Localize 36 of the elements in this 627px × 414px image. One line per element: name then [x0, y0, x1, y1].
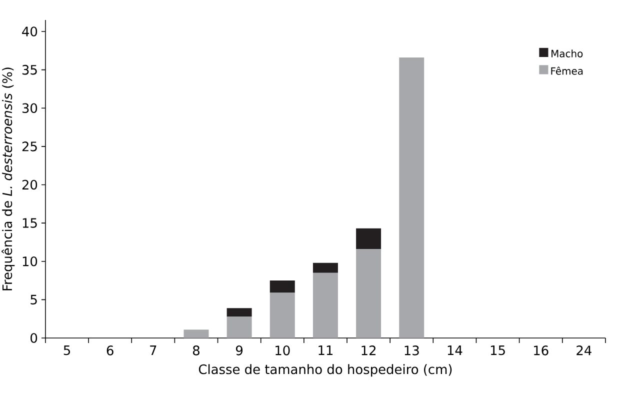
bar	[270, 292, 295, 338]
bar	[184, 330, 209, 338]
bar	[226, 316, 252, 338]
y-tick-label: 15	[22, 218, 37, 228]
y-tick-label: 0	[30, 333, 38, 343]
y-tick-label: 40	[22, 26, 38, 36]
bar	[356, 249, 382, 338]
y-tick-label: 25	[22, 142, 37, 152]
y-tick-label: 10	[22, 256, 38, 266]
x-tick-label: 7	[150, 346, 156, 355]
x-tick-label: 16	[534, 346, 548, 356]
y-axis-title: Frequência de L. desterroensis (%)	[2, 68, 15, 290]
y-tick-label: 20	[22, 180, 38, 190]
x-tick-label: 12	[362, 346, 376, 356]
legend-label: Fêmea	[551, 66, 583, 75]
bar	[312, 272, 338, 338]
x-tick-label: 15	[490, 346, 505, 356]
bar	[226, 308, 252, 317]
x-tick-label: 5	[64, 346, 70, 356]
bar	[356, 228, 382, 250]
bar	[270, 280, 295, 293]
x-tick-label: 9	[236, 346, 243, 356]
y-tick-label: 5	[30, 294, 37, 305]
bar	[312, 262, 338, 273]
x-tick-label: 11	[318, 346, 333, 355]
bar	[399, 58, 424, 338]
legend-label: Macho	[552, 50, 583, 58]
x-tick-label: 14	[448, 346, 462, 355]
x-tick-label: 24	[576, 346, 592, 356]
x-axis-title: Classe de tamanho do hospedeiro (cm)	[198, 364, 452, 377]
y-tick-label: 35	[22, 64, 37, 75]
x-tick-label: 8	[192, 346, 200, 356]
x-tick-label: 10	[276, 346, 290, 356]
x-tick-label: 6	[106, 346, 114, 356]
y-tick-label: 30	[22, 103, 38, 114]
x-tick-label: 13	[404, 346, 419, 356]
